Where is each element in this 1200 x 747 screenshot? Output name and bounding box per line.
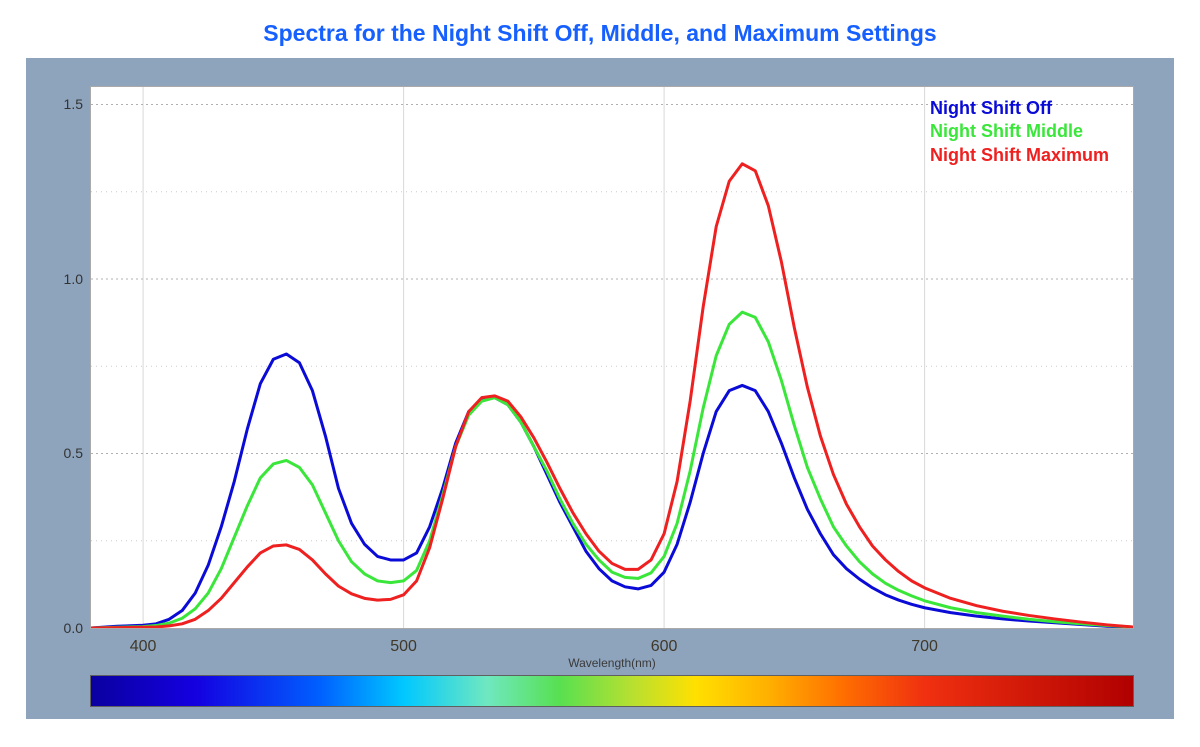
y-tick-label: 0.5	[64, 445, 91, 461]
x-axis-label: Wavelength(nm)	[568, 628, 656, 670]
y-tick-label: 1.0	[64, 271, 91, 287]
chart-frame: Spectra for the Night Shift Off, Middle,…	[0, 0, 1200, 747]
plot-area: Night Shift OffNight Shift MiddleNight S…	[90, 86, 1134, 629]
x-tick-label: 600	[651, 628, 678, 656]
x-tick-label: 400	[130, 628, 157, 656]
plot-svg	[91, 87, 1133, 628]
legend-item: Night Shift Off	[930, 97, 1109, 120]
spectrum-bar	[90, 675, 1134, 707]
chart-title: Spectra for the Night Shift Off, Middle,…	[0, 0, 1200, 47]
y-tick-label: 1.5	[64, 96, 91, 112]
series-line	[91, 354, 1133, 628]
x-tick-label: 700	[911, 628, 938, 656]
series-line	[91, 164, 1133, 628]
legend-item: Night Shift Maximum	[930, 144, 1109, 167]
legend: Night Shift OffNight Shift MiddleNight S…	[930, 97, 1109, 167]
y-tick-label: 0.0	[64, 620, 91, 636]
x-tick-label: 500	[390, 628, 417, 656]
legend-item: Night Shift Middle	[930, 120, 1109, 143]
chart-panel: Night Shift OffNight Shift MiddleNight S…	[26, 58, 1174, 719]
